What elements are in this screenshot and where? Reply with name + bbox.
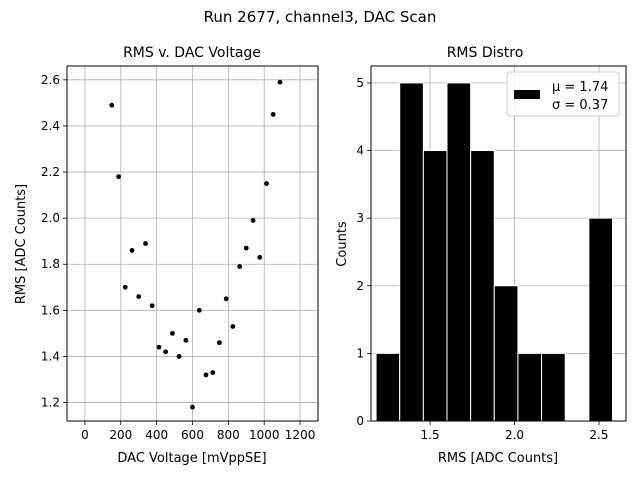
histogram-bar <box>588 217 613 422</box>
scatter-point <box>129 248 135 253</box>
histogram-legend: μ = 1.74 σ = 0.37 <box>506 71 620 117</box>
scatter-point <box>270 112 276 117</box>
scatter-ytick-label: 2.6 <box>41 73 60 87</box>
scatter-xtick-label: 800 <box>217 428 240 442</box>
histogram-bar <box>375 352 401 422</box>
scatter-point <box>163 349 169 355</box>
scatter-ytick-label: 2.0 <box>41 211 60 225</box>
histogram-title: RMS Distro <box>447 45 524 61</box>
scatter-point <box>277 79 283 85</box>
scatter-point <box>196 307 202 313</box>
scatter-xtick-label: 0 <box>81 428 89 442</box>
scatter-point <box>176 354 182 359</box>
legend-box <box>506 71 620 117</box>
scatter-ytick-label: 1.6 <box>41 303 60 317</box>
histogram-bar <box>517 352 543 422</box>
scatter-xtick-label: 1200 <box>285 428 316 442</box>
histogram-frame <box>370 65 627 422</box>
histogram-ytick-label: 4 <box>356 144 364 158</box>
scatter-point <box>156 344 162 350</box>
scatter-point <box>216 340 222 346</box>
histogram-bars <box>375 82 613 422</box>
scatter-ticks: 0 200 400 600 800 1000 1200 1.2 1.4 1.6 1.8 2.0 2.2 2… <box>41 73 315 442</box>
scatter-grid <box>67 66 318 421</box>
scatter-point <box>210 370 216 375</box>
histogram-bar <box>446 82 472 422</box>
scatter-xtick-label: 1000 <box>249 428 280 442</box>
figure-suptitle: Run 2677, channel3, DAC Scan <box>204 8 437 26</box>
histogram-ytick-label: 0 <box>356 414 364 428</box>
scatter-xtick-label: 200 <box>109 428 132 442</box>
scatter-xtick-label: 400 <box>145 428 168 442</box>
scatter-point <box>190 404 195 410</box>
histogram-bar <box>399 82 424 422</box>
histogram-bar <box>422 150 448 422</box>
scatter-point <box>109 102 115 108</box>
histogram-ytick-label: 3 <box>356 211 364 225</box>
histogram-xtick-label: 2.5 <box>589 428 608 442</box>
scatter-point <box>243 245 249 251</box>
histogram-xtick-label: 1.5 <box>421 428 440 442</box>
scatter-ylabel: RMS [ADC Counts] <box>14 184 29 304</box>
scatter-point <box>143 241 148 246</box>
scatter-xlabel: DAC Voltage [mVppSE] <box>117 451 266 466</box>
histogram-axes: RMS Distro 1.5 2.0 2.5 0 1 2 3 4 5 RMS [ADC Coun… <box>335 45 627 466</box>
scatter-point <box>257 254 263 260</box>
scatter-point <box>122 284 128 290</box>
scatter-point <box>116 174 122 180</box>
histogram-bar <box>470 150 495 422</box>
histogram-ylabel: Counts <box>335 221 350 267</box>
legend-swatch <box>514 90 540 99</box>
scatter-ytick-label: 1.4 <box>41 349 60 363</box>
scatter-point <box>250 218 256 223</box>
histogram-bar <box>493 285 519 422</box>
histogram-xtick-label: 2.0 <box>505 428 524 442</box>
scatter-point <box>183 337 189 343</box>
scatter-ytick-label: 1.2 <box>41 396 60 410</box>
scatter-point <box>237 264 243 269</box>
scatter-axes: RMS v. DAC Voltage 0 200 400 600 800 1000 1200… <box>14 45 319 466</box>
scatter-point <box>170 331 175 336</box>
histogram-ytick-label: 2 <box>356 279 364 293</box>
scatter-point <box>264 181 269 186</box>
legend-mu: μ = 1.74 <box>552 80 608 95</box>
scatter-point <box>230 324 236 329</box>
scatter-title: RMS v. DAC Voltage <box>123 45 261 61</box>
legend-sigma: σ = 0.37 <box>552 98 608 113</box>
scatter-point <box>149 303 155 309</box>
scatter-xtick-label: 600 <box>181 428 204 442</box>
histogram-ytick-label: 5 <box>356 76 364 90</box>
scatter-point <box>136 294 142 299</box>
scatter-ytick-label: 2.2 <box>41 165 60 179</box>
scatter-points <box>109 79 283 410</box>
histogram-bar <box>541 352 566 422</box>
scatter-point <box>223 296 229 302</box>
histogram-xlabel: RMS [ADC Counts] <box>438 451 558 466</box>
histogram-ytick-label: 1 <box>356 346 364 360</box>
scatter-ytick-label: 2.4 <box>41 119 60 133</box>
histogram-ticks: 1.5 2.0 2.5 0 1 2 3 4 5 <box>356 76 608 442</box>
scatter-point <box>203 372 209 378</box>
scatter-ytick-label: 1.8 <box>41 257 60 271</box>
